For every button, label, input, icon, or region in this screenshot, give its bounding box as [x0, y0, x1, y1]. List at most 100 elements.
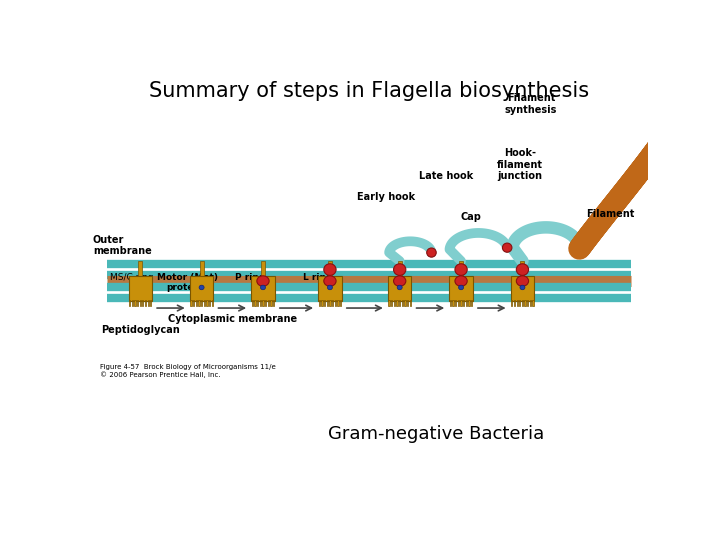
Bar — [265, 300, 266, 306]
Ellipse shape — [257, 276, 269, 286]
Bar — [204, 300, 205, 306]
Bar — [466, 300, 467, 306]
Ellipse shape — [455, 264, 467, 275]
Bar — [268, 300, 269, 306]
Bar — [140, 300, 141, 306]
Bar — [452, 300, 454, 306]
Text: Late hook: Late hook — [419, 171, 473, 181]
Bar — [196, 300, 197, 306]
Text: Filament: Filament — [585, 210, 634, 219]
Ellipse shape — [516, 276, 528, 286]
Ellipse shape — [427, 248, 436, 257]
FancyBboxPatch shape — [449, 276, 473, 301]
Text: Filament
synthesis: Filament synthesis — [505, 93, 557, 114]
Text: MS/C ring: MS/C ring — [110, 273, 153, 282]
Bar — [335, 300, 336, 306]
Bar — [270, 300, 271, 306]
Text: Figure 4-57  Brock Biology of Microorganisms 11/e
© 2006 Pearson Prentice Hall, : Figure 4-57 Brock Biology of Microorgani… — [100, 364, 276, 378]
Bar — [138, 261, 142, 277]
Bar — [521, 261, 524, 277]
Text: Cytoplasmic membrane: Cytoplasmic membrane — [168, 314, 297, 325]
FancyBboxPatch shape — [190, 276, 213, 301]
Bar — [129, 300, 130, 306]
Bar — [450, 300, 451, 306]
Bar — [199, 261, 204, 277]
Bar — [329, 300, 330, 306]
Bar — [522, 300, 523, 306]
Bar — [402, 300, 403, 306]
Ellipse shape — [394, 264, 406, 275]
Bar — [254, 300, 256, 306]
FancyBboxPatch shape — [388, 276, 411, 301]
FancyBboxPatch shape — [318, 276, 342, 301]
Bar — [324, 300, 325, 306]
Bar — [206, 300, 207, 306]
Bar — [530, 300, 531, 306]
Text: Summary of steps in Flagella biosynthesis: Summary of steps in Flagella biosynthesi… — [149, 82, 589, 102]
Bar — [198, 300, 199, 306]
Bar — [527, 300, 528, 306]
Bar — [262, 300, 264, 306]
Bar — [399, 300, 400, 306]
Ellipse shape — [516, 264, 528, 275]
Bar — [252, 300, 253, 306]
Bar — [471, 300, 472, 306]
Bar — [193, 300, 194, 306]
Bar — [532, 300, 534, 306]
Bar — [257, 300, 258, 306]
Ellipse shape — [328, 285, 333, 290]
Text: Outer
membrane: Outer membrane — [93, 235, 151, 256]
Bar — [455, 300, 456, 306]
Bar — [201, 300, 202, 306]
Ellipse shape — [261, 285, 266, 290]
Bar — [340, 300, 341, 306]
Bar — [190, 300, 192, 306]
Bar — [394, 300, 395, 306]
Bar — [260, 300, 261, 306]
Bar — [321, 300, 323, 306]
Text: Peptidoglycan: Peptidoglycan — [101, 325, 180, 335]
Bar — [148, 300, 149, 306]
Bar — [327, 300, 328, 306]
Bar — [461, 300, 462, 306]
Text: L ring: L ring — [303, 273, 333, 282]
Bar — [132, 300, 133, 306]
Text: Motor (Mot)
proteins: Motor (Mot) proteins — [157, 273, 218, 292]
Bar — [328, 261, 332, 277]
FancyBboxPatch shape — [510, 276, 534, 301]
FancyBboxPatch shape — [251, 276, 275, 301]
Text: Hook-
filament
junction: Hook- filament junction — [497, 148, 543, 181]
Bar — [261, 261, 265, 277]
FancyBboxPatch shape — [649, 124, 677, 144]
Text: Cap: Cap — [461, 212, 482, 221]
Bar — [150, 300, 151, 306]
Bar — [209, 300, 210, 306]
Bar — [145, 300, 146, 306]
Ellipse shape — [459, 285, 464, 290]
Bar — [458, 300, 459, 306]
Text: Gram-negative Bacteria: Gram-negative Bacteria — [328, 425, 544, 443]
Bar — [519, 300, 521, 306]
Bar — [410, 300, 411, 306]
FancyBboxPatch shape — [128, 276, 152, 301]
Bar — [407, 300, 408, 306]
Bar — [516, 300, 518, 306]
Bar — [463, 300, 464, 306]
Bar — [319, 300, 320, 306]
Bar — [391, 300, 392, 306]
Bar — [137, 300, 138, 306]
Ellipse shape — [397, 285, 402, 290]
Bar — [389, 300, 390, 306]
Bar — [397, 261, 402, 277]
Bar — [337, 300, 338, 306]
Bar — [273, 300, 274, 306]
Bar — [459, 261, 463, 277]
Ellipse shape — [394, 276, 406, 286]
Bar — [514, 300, 515, 306]
Ellipse shape — [324, 264, 336, 275]
Ellipse shape — [520, 285, 525, 290]
Bar — [511, 300, 513, 306]
Bar — [212, 300, 213, 306]
Ellipse shape — [324, 276, 336, 286]
Text: Early hook: Early hook — [356, 192, 415, 202]
